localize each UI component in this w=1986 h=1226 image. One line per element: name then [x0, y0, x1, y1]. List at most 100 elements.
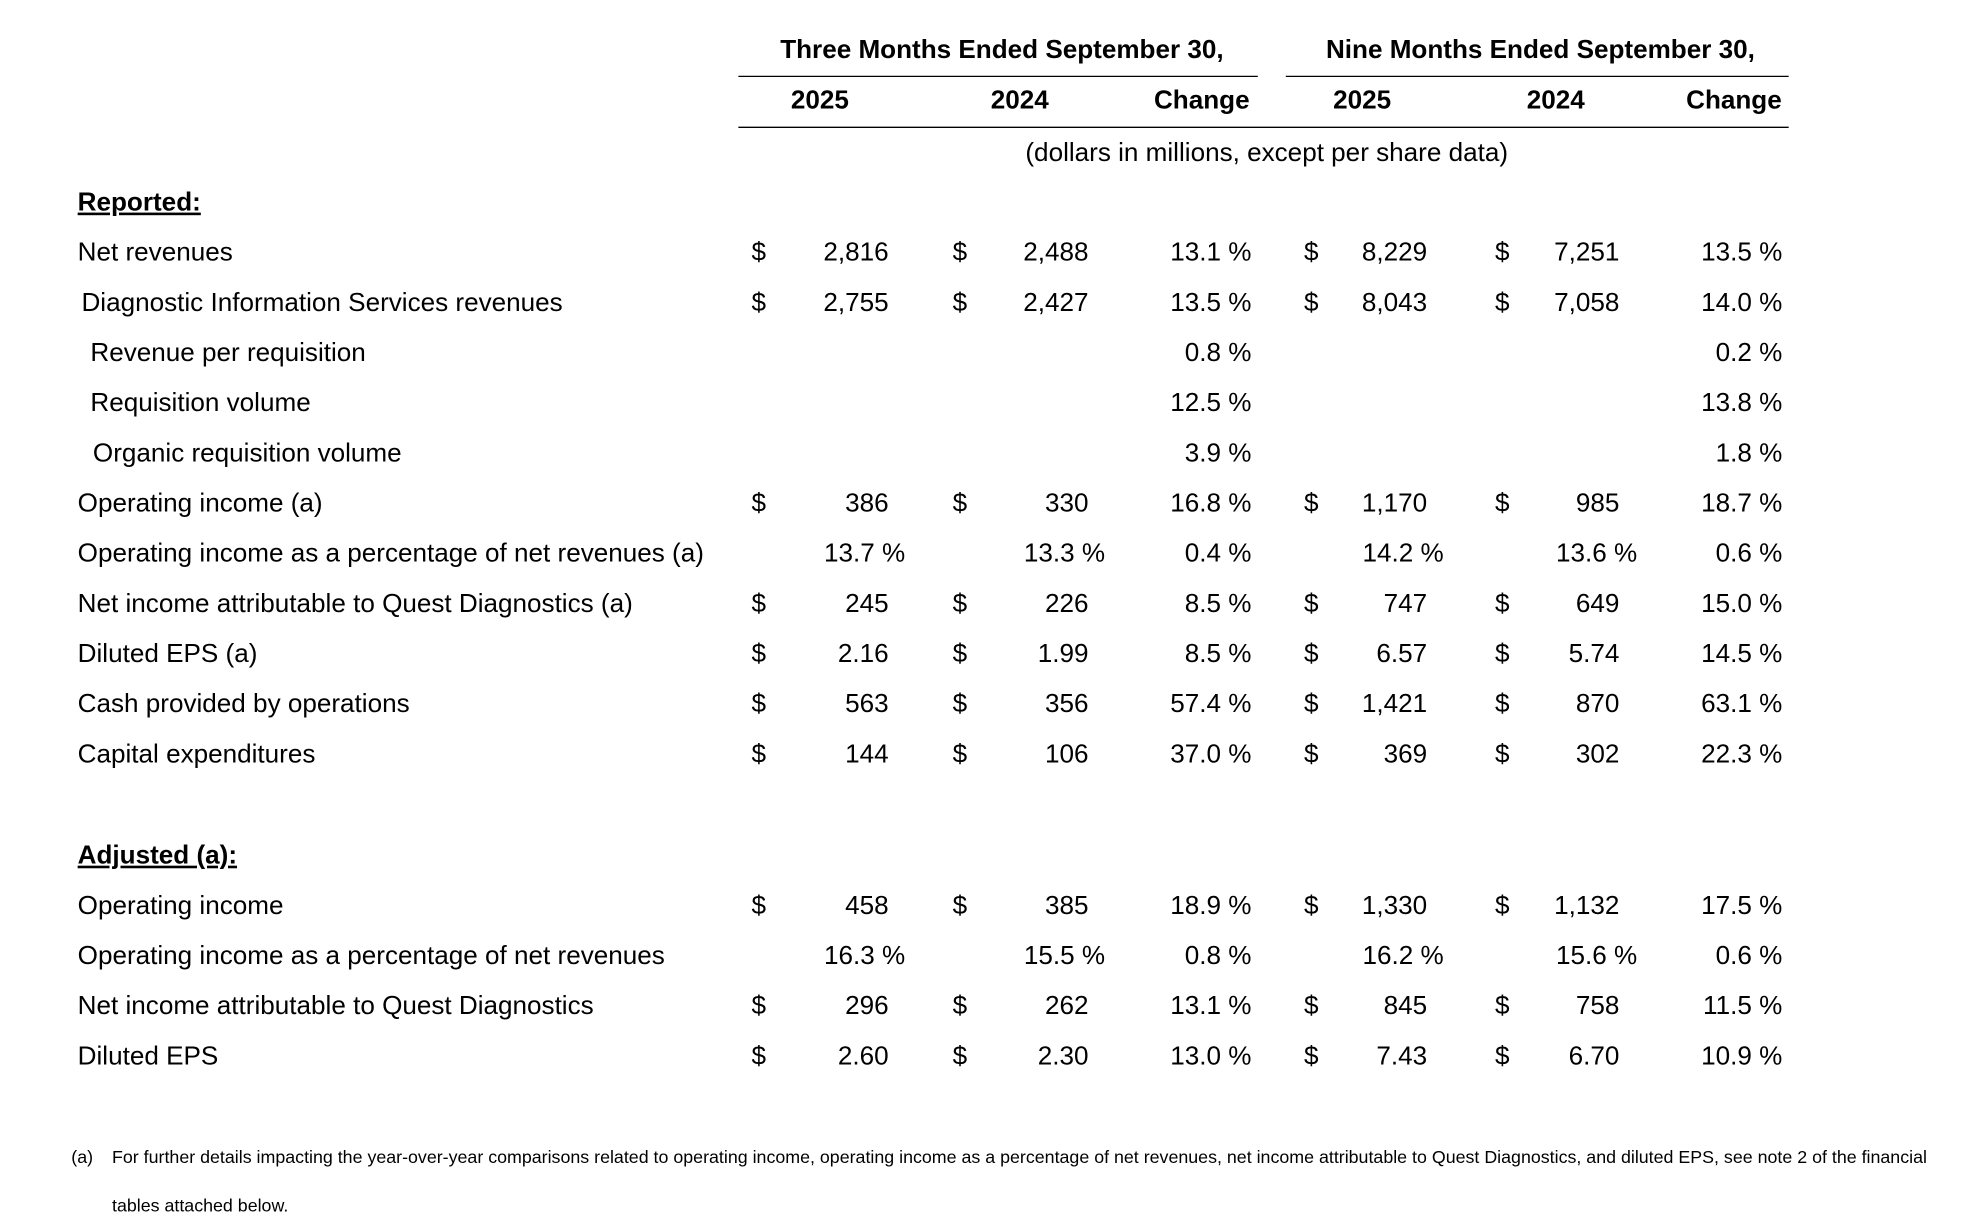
cell-value: 16.8 % — [1170, 488, 1251, 518]
currency-symbol: $ — [953, 890, 968, 920]
cell-value: 7,058 — [1554, 287, 1619, 317]
row-label: Revenue per requisition — [90, 337, 365, 367]
cell-value: 385 — [1045, 890, 1089, 920]
row-label: Net income attributable to Quest Diagnos… — [78, 588, 633, 618]
row-label: Requisition volume — [90, 387, 310, 417]
section-title: Adjusted (a): — [78, 840, 237, 870]
currency-symbol: $ — [751, 237, 766, 267]
column-header: 2025 — [791, 85, 849, 115]
row-label: Diluted EPS (a) — [78, 638, 258, 668]
cell-value: 17.5 % — [1701, 890, 1782, 920]
currency-symbol: $ — [1304, 237, 1319, 267]
footnote-marker: (a) — [71, 1147, 93, 1167]
row-label: Operating income — [78, 890, 284, 920]
cell-value: 3.9 % — [1185, 437, 1252, 467]
cell-value: 563 — [845, 688, 889, 718]
row-label: Operating income (a) — [78, 488, 323, 518]
currency-symbol: $ — [1304, 638, 1319, 668]
cell-value: 0.4 % — [1185, 538, 1252, 568]
cell-value: 15.0 % — [1701, 588, 1782, 618]
cell-value: 1,421 — [1362, 688, 1427, 718]
cell-value: 5.74 — [1569, 638, 1620, 668]
cell-value: 870 — [1576, 688, 1620, 718]
currency-symbol: $ — [1495, 588, 1510, 618]
row-label: Cash provided by operations — [78, 688, 410, 718]
cell-value: 747 — [1384, 588, 1428, 618]
cell-value: 8,043 — [1362, 287, 1427, 317]
currency-symbol: $ — [751, 738, 766, 768]
cell-value: 8.5 % — [1185, 638, 1252, 668]
cell-value: 0.2 % — [1716, 337, 1783, 367]
row-label: Net income attributable to Quest Diagnos… — [78, 990, 594, 1020]
cell-value: 0.6 % — [1716, 538, 1783, 568]
currency-symbol: $ — [1304, 688, 1319, 718]
column-header: Change — [1154, 85, 1250, 115]
currency-symbol: $ — [1495, 890, 1510, 920]
unit-note: (dollars in millions, except per share d… — [1025, 137, 1508, 167]
cell-value: 15.6 % — [1556, 940, 1637, 970]
cell-value: 330 — [1045, 488, 1089, 518]
cell-value: 12.5 % — [1170, 387, 1251, 417]
currency-symbol: $ — [1304, 588, 1319, 618]
cell-value: 356 — [1045, 688, 1089, 718]
row-label: Net revenues — [78, 237, 233, 267]
footnote-text: tables attached below. — [112, 1196, 288, 1216]
currency-symbol: $ — [1304, 738, 1319, 768]
currency-symbol: $ — [1304, 990, 1319, 1020]
currency-symbol: $ — [953, 1040, 968, 1070]
cell-value: 14.2 % — [1362, 538, 1443, 568]
cell-value: 458 — [845, 890, 889, 920]
cell-value: 18.9 % — [1170, 890, 1251, 920]
currency-symbol: $ — [751, 990, 766, 1020]
currency-symbol: $ — [953, 287, 968, 317]
row-label: Capital expenditures — [78, 738, 316, 768]
cell-value: 1.8 % — [1716, 437, 1783, 467]
cell-value: 985 — [1576, 488, 1620, 518]
footnote-text: For further details impacting the year-o… — [112, 1147, 1927, 1167]
cell-value: 758 — [1576, 990, 1620, 1020]
currency-symbol: $ — [1495, 738, 1510, 768]
cell-value: 845 — [1384, 990, 1428, 1020]
cell-value: 0.6 % — [1716, 940, 1783, 970]
cell-value: 18.7 % — [1701, 488, 1782, 518]
group-header: Nine Months Ended September 30, — [1326, 34, 1755, 64]
currency-symbol: $ — [1495, 990, 1510, 1020]
cell-value: 13.1 % — [1170, 990, 1251, 1020]
row-label: Organic requisition volume — [93, 437, 402, 467]
currency-symbol: $ — [751, 1040, 766, 1070]
cell-value: 1,330 — [1362, 890, 1427, 920]
cell-value: 6.57 — [1376, 638, 1427, 668]
currency-symbol: $ — [751, 287, 766, 317]
cell-value: 11.5 % — [1703, 990, 1782, 1020]
cell-value: 10.9 % — [1701, 1040, 1782, 1070]
currency-symbol: $ — [1495, 1040, 1510, 1070]
cell-value: 2.16 — [838, 638, 889, 668]
cell-value: 296 — [845, 990, 889, 1020]
currency-symbol: $ — [751, 588, 766, 618]
currency-symbol: $ — [1495, 287, 1510, 317]
cell-value: 15.5 % — [1024, 940, 1105, 970]
cell-value: 2,816 — [823, 237, 888, 267]
cell-value: 37.0 % — [1170, 738, 1251, 768]
cell-value: 13.5 % — [1701, 237, 1782, 267]
cell-value: 16.2 % — [1362, 940, 1443, 970]
cell-value: 13.7 % — [824, 538, 905, 568]
row-label: Operating income as a percentage of net … — [78, 538, 704, 568]
section-title: Reported: — [78, 187, 201, 217]
currency-symbol: $ — [953, 738, 968, 768]
cell-value: 0.8 % — [1185, 940, 1252, 970]
cell-value: 302 — [1576, 738, 1620, 768]
currency-symbol: $ — [953, 588, 968, 618]
row-label: Diluted EPS — [78, 1040, 219, 1070]
cell-value: 1,170 — [1362, 488, 1427, 518]
cell-value: 57.4 % — [1170, 688, 1251, 718]
currency-symbol: $ — [953, 688, 968, 718]
cell-value: 1,132 — [1554, 890, 1619, 920]
currency-symbol: $ — [953, 638, 968, 668]
currency-symbol: $ — [953, 237, 968, 267]
cell-value: 7,251 — [1554, 237, 1619, 267]
cell-value: 13.5 % — [1170, 287, 1251, 317]
cell-value: 2,427 — [1023, 287, 1088, 317]
cell-value: 2.30 — [1038, 1040, 1089, 1070]
